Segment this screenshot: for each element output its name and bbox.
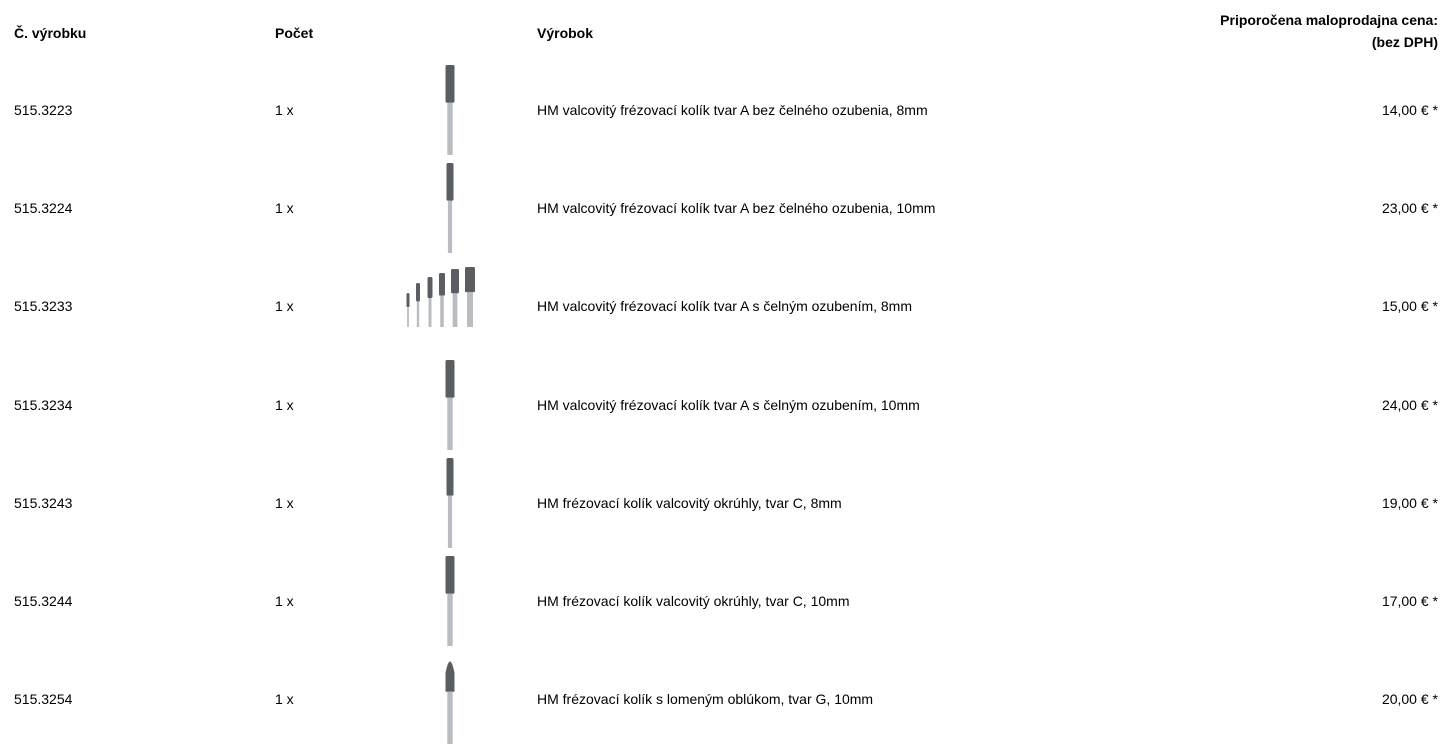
product-name: HM valcovitý frézovací kolík tvar A s če…: [537, 396, 920, 413]
quantity: 1 x: [275, 494, 294, 511]
product-name: HM valcovitý frézovací kolík tvar A s če…: [537, 298, 913, 315]
price: 15,00 € *: [1381, 298, 1438, 315]
quantity: 1 x: [275, 298, 294, 315]
header-price: Priporočena maloprodajna cena:: [1220, 12, 1438, 28]
product-number: 515.3233: [14, 298, 73, 315]
product-number: 515.3244: [14, 593, 73, 609]
header-price-note: (bez DPH): [1371, 34, 1438, 50]
product-image: [446, 163, 454, 254]
product-number: 515.3234: [14, 396, 73, 413]
quantity: 1 x: [275, 102, 294, 118]
price: 24,00 € *: [1381, 396, 1438, 413]
product-image: [445, 556, 455, 646]
header-number: Č. výrobku: [14, 25, 87, 41]
product-name: HM frézovací kolík s lomeným oblúkom, tv…: [537, 691, 874, 708]
product-image: [446, 457, 454, 548]
product-name: HM frézovací kolík valcovitý okrúhly, tv…: [537, 593, 850, 609]
product-image: [445, 65, 455, 155]
quantity: 1 x: [275, 593, 294, 609]
quantity: 1 x: [275, 396, 294, 413]
header-count: Počet: [275, 25, 314, 41]
product-number: 515.3254: [14, 691, 73, 708]
product-image: [406, 267, 475, 328]
product-name: HM frézovací kolík valcovitý okrúhly, tv…: [537, 494, 842, 511]
product-number: 515.3223: [14, 102, 73, 118]
price: 23,00 € *: [1381, 200, 1438, 217]
product-number: 515.3224: [14, 200, 73, 217]
price: 19,00 € *: [1381, 494, 1438, 511]
price: 20,00 € *: [1381, 691, 1438, 708]
product-image: [445, 661, 455, 745]
price: 17,00 € *: [1381, 593, 1438, 609]
product-number: 515.3243: [14, 494, 73, 511]
product-image: [445, 359, 455, 450]
product-name: HM valcovitý frézovací kolík tvar A bez …: [537, 102, 928, 118]
quantity: 1 x: [275, 691, 294, 708]
product-name: HM valcovitý frézovací kolík tvar A bez …: [537, 200, 936, 217]
header-product: Výrobok: [537, 25, 594, 41]
price: 14,00 € *: [1381, 102, 1438, 118]
quantity: 1 x: [275, 200, 294, 217]
